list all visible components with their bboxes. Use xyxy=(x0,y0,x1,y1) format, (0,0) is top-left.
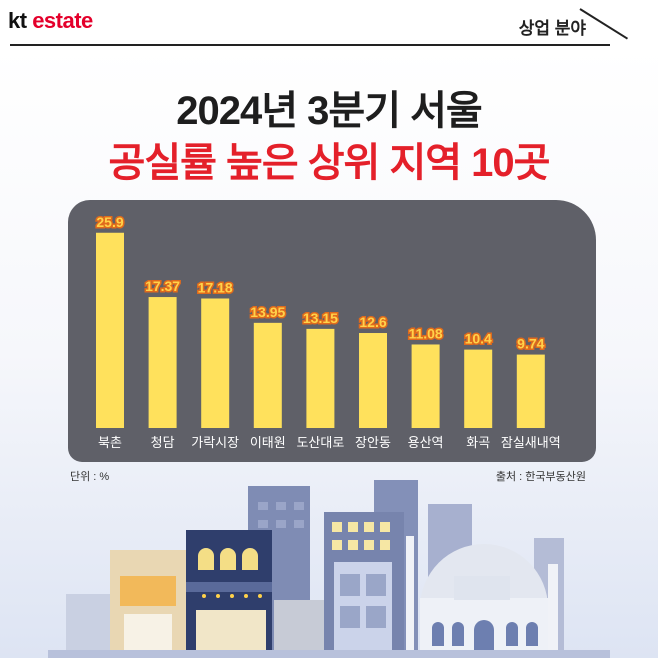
category-label-6: 용산역 xyxy=(408,435,444,450)
low-block xyxy=(274,600,332,658)
header-divider xyxy=(10,44,610,46)
value-label-4: 13.15 xyxy=(303,310,338,326)
category-label-1: 청담 xyxy=(151,435,175,450)
category-label-0: 북촌 xyxy=(98,435,122,450)
ground xyxy=(48,650,610,658)
bar-7 xyxy=(464,349,493,428)
building-left-1 xyxy=(66,594,116,658)
category-label-3: 이태원 xyxy=(250,435,286,450)
title-line-2: 공실률 높은 상위 지역 10곳 xyxy=(108,141,551,185)
value-label-3: 13.95 xyxy=(250,304,285,320)
source-label: 출처 : 한국부동산원 xyxy=(495,471,586,483)
awning-left xyxy=(120,576,176,606)
value-label-6: 11.08 xyxy=(408,325,442,341)
bar-0 xyxy=(96,232,124,428)
category-label: 상업 분야 xyxy=(518,19,586,38)
header: kt estate 상업 분야 xyxy=(0,0,658,50)
category-label-5: 장안동 xyxy=(355,435,391,450)
category-label-2: 가락시장 xyxy=(191,435,239,450)
value-label-0: 25.9 xyxy=(96,214,123,230)
logo-estate: estate xyxy=(32,8,93,33)
bar-2 xyxy=(201,298,230,428)
value-label-5: 12.6 xyxy=(359,314,386,330)
bar-8 xyxy=(516,354,545,428)
title-line-1: 2024년 3분기 서울 xyxy=(176,89,482,133)
kt-estate-logo[interactable]: kt estate xyxy=(8,8,93,34)
value-label-2: 17.18 xyxy=(198,279,233,295)
category-label-8: 잠실새내역 xyxy=(501,435,561,450)
city-illustration xyxy=(48,480,610,658)
category-label-4: 도산대로 xyxy=(296,435,344,450)
value-label-1: 17.37 xyxy=(145,278,180,294)
value-label-8: 9.74 xyxy=(517,336,544,352)
bar-1 xyxy=(148,297,177,428)
minaret-left xyxy=(406,536,414,658)
logo-kt: kt xyxy=(8,8,27,33)
value-label-7: 10.4 xyxy=(465,331,492,347)
unit-label: 단위 : % xyxy=(70,471,110,483)
bar-5 xyxy=(359,333,387,428)
bar-6 xyxy=(411,344,440,428)
minaret xyxy=(548,564,558,658)
category-label-7: 화곡 xyxy=(466,435,490,450)
bar-4 xyxy=(306,328,335,428)
bar-3 xyxy=(253,322,282,428)
